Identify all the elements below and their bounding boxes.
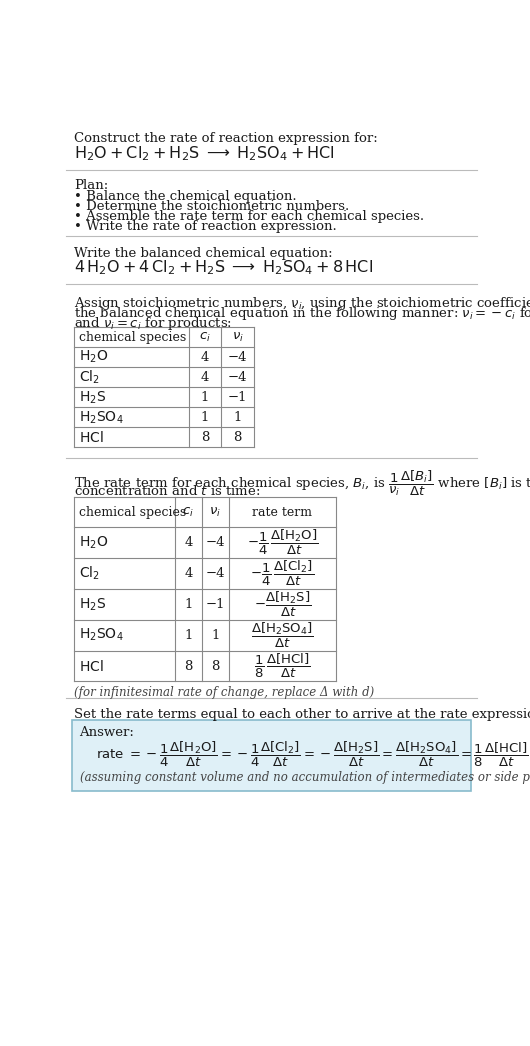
Text: 1: 1 — [184, 629, 192, 642]
Text: $\mathrm{HCl}$: $\mathrm{HCl}$ — [78, 430, 103, 445]
Text: −4: −4 — [228, 350, 248, 364]
Text: 1: 1 — [201, 391, 209, 404]
Text: chemical species: chemical species — [78, 331, 186, 344]
Text: $\mathit{\nu_i}$: $\mathit{\nu_i}$ — [232, 331, 243, 344]
Text: $\dfrac{1}{8}\,\dfrac{\Delta[\mathrm{HCl}]}{\Delta t}$: $\dfrac{1}{8}\,\dfrac{\Delta[\mathrm{HCl… — [254, 652, 311, 680]
Text: $-\dfrac{1}{4}\,\dfrac{\Delta[\mathrm{H_2O}]}{\Delta t}$: $-\dfrac{1}{4}\,\dfrac{\Delta[\mathrm{H_… — [247, 528, 318, 558]
Text: concentration and $t$ is time:: concentration and $t$ is time: — [74, 484, 260, 498]
Text: 8: 8 — [201, 431, 209, 444]
Text: rate term: rate term — [252, 505, 313, 519]
Text: $\mathrm{Cl_2}$: $\mathrm{Cl_2}$ — [78, 565, 100, 583]
Text: −4: −4 — [228, 371, 248, 384]
Text: (assuming constant volume and no accumulation of intermediates or side products): (assuming constant volume and no accumul… — [80, 771, 530, 783]
FancyBboxPatch shape — [73, 720, 471, 791]
Text: Set the rate terms equal to each other to arrive at the rate expression:: Set the rate terms equal to each other t… — [74, 708, 530, 721]
Text: −4: −4 — [206, 567, 225, 581]
Text: and $\mathit{\nu_i} = \mathit{c_i}$ for products:: and $\mathit{\nu_i} = \mathit{c_i}$ for … — [74, 315, 232, 332]
Text: Construct the rate of reaction expression for:: Construct the rate of reaction expressio… — [74, 132, 378, 144]
Text: $-\dfrac{\Delta[\mathrm{H_2S}]}{\Delta t}$: $-\dfrac{\Delta[\mathrm{H_2S}]}{\Delta t… — [254, 590, 311, 619]
Text: $\mathrm{H_2O}$: $\mathrm{H_2O}$ — [78, 535, 108, 551]
Text: $\mathit{c_i}$: $\mathit{c_i}$ — [182, 505, 194, 519]
Text: 8: 8 — [211, 660, 219, 673]
Text: 1: 1 — [184, 598, 192, 611]
Text: Assign stoichiometric numbers, $\mathit{\nu_i}$, using the stoichiometric coeffi: Assign stoichiometric numbers, $\mathit{… — [74, 295, 530, 312]
Text: $\mathrm{Cl_2}$: $\mathrm{Cl_2}$ — [78, 368, 100, 386]
Text: Answer:: Answer: — [78, 726, 134, 740]
Text: 4: 4 — [201, 371, 209, 384]
Text: $\mathrm{H_2SO_4}$: $\mathrm{H_2SO_4}$ — [78, 627, 123, 643]
Text: 1: 1 — [201, 411, 209, 424]
Text: 8: 8 — [184, 660, 192, 673]
Text: • Assemble the rate term for each chemical species.: • Assemble the rate term for each chemic… — [74, 210, 424, 223]
Text: 1: 1 — [233, 411, 242, 424]
Text: 4: 4 — [184, 567, 192, 581]
Text: Write the balanced chemical equation:: Write the balanced chemical equation: — [74, 247, 333, 260]
Text: (for infinitesimal rate of change, replace Δ with d): (for infinitesimal rate of change, repla… — [74, 686, 374, 699]
Text: $\mathrm{HCl}$: $\mathrm{HCl}$ — [78, 659, 103, 674]
Text: $-\dfrac{1}{4}\,\dfrac{\Delta[\mathrm{Cl_2}]}{\Delta t}$: $-\dfrac{1}{4}\,\dfrac{\Delta[\mathrm{Cl… — [251, 559, 314, 588]
Text: 1: 1 — [211, 629, 219, 642]
Text: rate $= -\dfrac{1}{4}\dfrac{\Delta[\mathrm{H_2O}]}{\Delta t} = -\dfrac{1}{4}\dfr: rate $= -\dfrac{1}{4}\dfrac{\Delta[\math… — [96, 740, 528, 769]
Text: • Determine the stoichiometric numbers.: • Determine the stoichiometric numbers. — [74, 200, 349, 213]
Text: −1: −1 — [228, 391, 248, 404]
Text: $\mathrm{H_2SO_4}$: $\mathrm{H_2SO_4}$ — [78, 409, 123, 426]
Text: $\mathrm{4\,H_2O + 4\,Cl_2 + H_2S}$$\;\longrightarrow\;$$\mathrm{H_2SO_4 + 8\,HC: $\mathrm{4\,H_2O + 4\,Cl_2 + H_2S}$$\;\l… — [74, 258, 373, 276]
Text: $\mathrm{H_2S}$: $\mathrm{H_2S}$ — [78, 389, 106, 406]
Text: $\mathit{c_i}$: $\mathit{c_i}$ — [199, 331, 211, 344]
Text: Plan:: Plan: — [74, 180, 108, 192]
Text: the balanced chemical equation in the following manner: $\mathit{\nu_i} = -\math: the balanced chemical equation in the fo… — [74, 305, 530, 322]
Text: The rate term for each chemical species, $B_i$, is $\dfrac{1}{\nu_i}\dfrac{\Delt: The rate term for each chemical species,… — [74, 469, 530, 498]
Text: $\mathit{\nu_i}$: $\mathit{\nu_i}$ — [209, 505, 222, 519]
Text: chemical species: chemical species — [78, 505, 186, 519]
Text: 4: 4 — [184, 537, 192, 549]
Text: 8: 8 — [233, 431, 242, 444]
Text: • Balance the chemical equation.: • Balance the chemical equation. — [74, 190, 297, 203]
Text: $\mathrm{H_2O}$: $\mathrm{H_2O}$ — [78, 349, 108, 365]
Text: $\dfrac{\Delta[\mathrm{H_2SO_4}]}{\Delta t}$: $\dfrac{\Delta[\mathrm{H_2SO_4}]}{\Delta… — [251, 620, 314, 650]
Text: • Write the rate of reaction expression.: • Write the rate of reaction expression. — [74, 221, 337, 233]
Text: $\mathrm{H_2S}$: $\mathrm{H_2S}$ — [78, 596, 106, 613]
Text: $\mathrm{H_2O + Cl_2 + H_2S}$$\;\longrightarrow\;$$\mathrm{H_2SO_4 + HCl}$: $\mathrm{H_2O + Cl_2 + H_2S}$$\;\longrig… — [74, 144, 335, 163]
Text: −4: −4 — [206, 537, 225, 549]
Text: 4: 4 — [201, 350, 209, 364]
Text: −1: −1 — [206, 598, 225, 611]
